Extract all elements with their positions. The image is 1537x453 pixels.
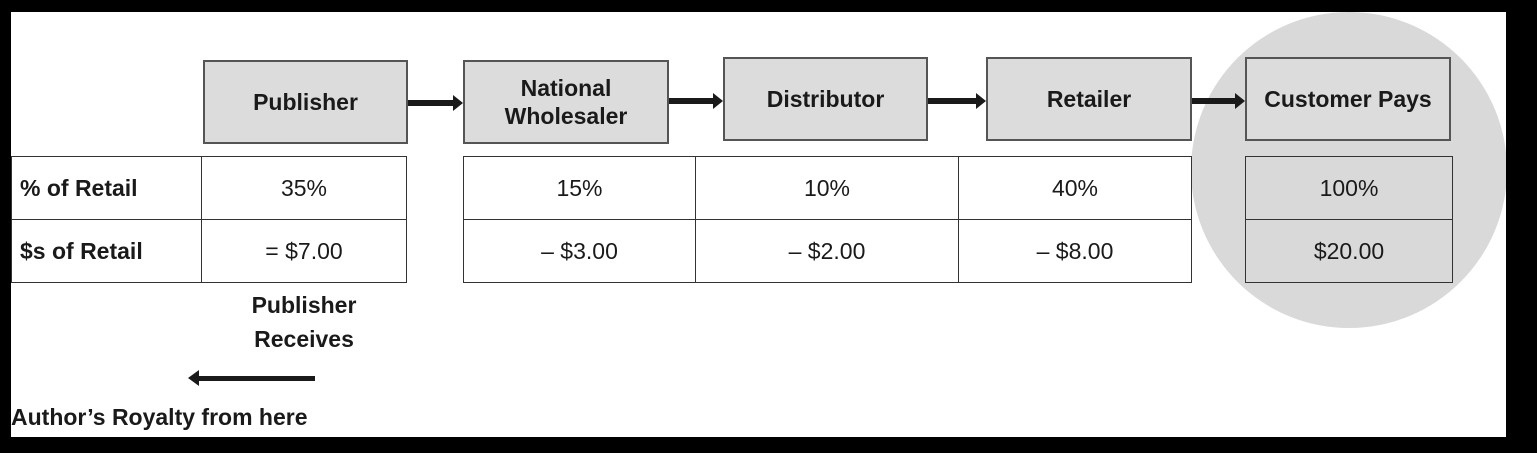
arrow-right-icon	[1192, 93, 1245, 109]
customer-dollars: $20.00	[1245, 219, 1453, 283]
wholesaler-dollars: – $3.00	[463, 219, 696, 283]
stage-publisher: Publisher	[203, 60, 408, 144]
stage-label: Distributor	[766, 86, 885, 112]
publisher-percent: 35%	[201, 156, 407, 220]
stage-national-wholesaler: National Wholesaler	[463, 60, 669, 144]
stage-retailer: Retailer	[986, 57, 1192, 141]
arrow-right-icon	[408, 95, 463, 111]
royalty-note: Author’s Royalty from here	[11, 404, 308, 430]
percent-row: 15% 10% 40%	[463, 156, 1192, 220]
dollars-row: – $3.00 – $2.00 – $8.00	[463, 219, 1192, 283]
stage-label: National Wholesaler	[504, 75, 628, 129]
arrow-right-icon	[928, 93, 986, 109]
stage-label: Publisher	[253, 89, 358, 115]
stage-label: Customer Pays	[1264, 86, 1432, 112]
stage-customer-pays: Customer Pays	[1245, 57, 1451, 141]
publisher-receives-label: Publisher Receives	[209, 288, 399, 356]
dollars-row: $s of Retail = $7.00	[11, 219, 407, 283]
stage-distributor: Distributor	[723, 57, 928, 141]
stage-label: Retailer	[1046, 86, 1132, 112]
percent-row: 100%	[1245, 156, 1453, 220]
distributor-percent: 10%	[695, 156, 959, 220]
arrow-left-icon	[188, 370, 315, 386]
distributor-dollars: – $2.00	[695, 219, 959, 283]
publisher-dollars: = $7.00	[201, 219, 407, 283]
arrow-right-icon	[669, 93, 723, 109]
receives-line: Publisher	[251, 292, 357, 318]
receives-line: Receives	[254, 326, 354, 352]
royalty-diagram: Publisher National Wholesaler Distributo…	[11, 12, 1506, 437]
percent-row: % of Retail 35%	[11, 156, 407, 220]
dollars-row: $20.00	[1245, 219, 1453, 283]
retailer-dollars: – $8.00	[958, 219, 1192, 283]
dollars-row-label: $s of Retail	[11, 219, 202, 283]
retailer-percent: 40%	[958, 156, 1192, 220]
customer-table: 100% $20.00	[1245, 156, 1453, 283]
wholesaler-percent: 15%	[463, 156, 696, 220]
chain-table: 15% 10% 40% – $3.00 – $2.00 – $8.00	[463, 156, 1192, 283]
publisher-table: % of Retail 35% $s of Retail = $7.00	[11, 156, 407, 283]
customer-percent: 100%	[1245, 156, 1453, 220]
percent-row-label: % of Retail	[11, 156, 202, 220]
